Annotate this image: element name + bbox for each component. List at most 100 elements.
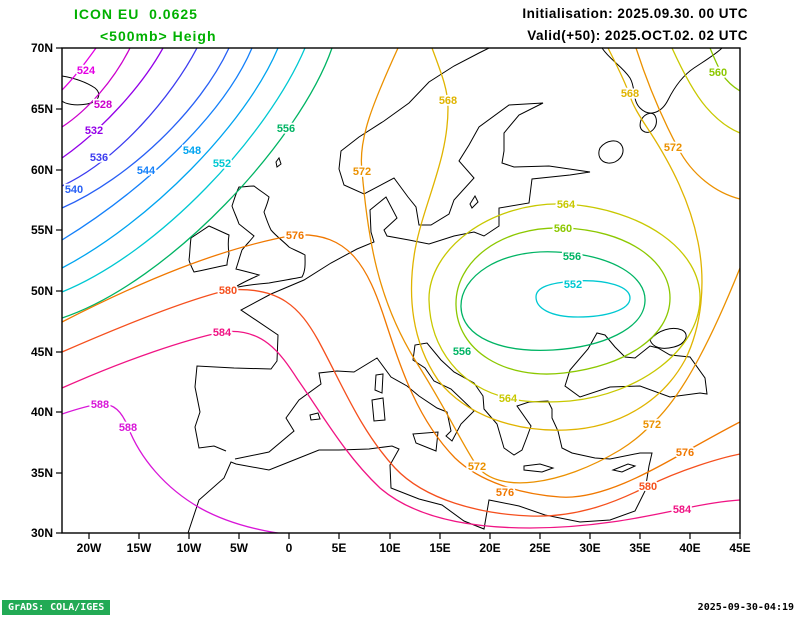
coastline-path [188, 225, 230, 273]
coastline-path [194, 48, 591, 452]
contours-layer [62, 48, 740, 533]
contour-label-588: 588 [91, 399, 109, 411]
contour-label-568: 568 [621, 88, 639, 100]
contour-label-524: 524 [77, 65, 96, 77]
contour-548 [62, 48, 279, 269]
coastline-path [564, 332, 708, 398]
lat-tick-label: 65N [31, 102, 53, 116]
contour-564 [671, 48, 740, 134]
lat-tick-label: 60N [31, 163, 53, 177]
contour-524 [62, 48, 97, 91]
contour-556 [460, 251, 646, 352]
contour-label-576: 576 [286, 230, 304, 242]
lat-tick-label: 55N [31, 223, 53, 237]
coastline-path [598, 140, 624, 164]
contour-580 [62, 288, 740, 517]
contour-label-580: 580 [219, 285, 237, 297]
contour-568 [410, 48, 703, 431]
lat-tick-label: 50N [31, 284, 53, 298]
coastline-path [601, 48, 723, 114]
lon-tick-label: 15E [429, 541, 450, 555]
coastline-path [309, 412, 321, 421]
field-title: <500mb> Heigh [100, 28, 217, 44]
coastline-path [649, 327, 687, 349]
lon-tick-label: 35E [629, 541, 650, 555]
contour-560 [455, 227, 671, 375]
coastline-path [231, 185, 306, 289]
valid-time-label: Valid(+50): 2025.OCT.02. 02 UTC [527, 28, 748, 43]
contour-532 [62, 48, 164, 159]
contour-labels-layer: 524 528 532 536 540 544 548 552 552 556 556 556 560 5… [63, 63, 729, 518]
lon-tick-label: 20E [479, 541, 500, 555]
contour-528 [62, 48, 131, 128]
contour-544 [62, 48, 253, 241]
coastline-path [469, 194, 479, 209]
contour-label-552: 552 [213, 158, 231, 170]
contour-label-568: 568 [439, 95, 457, 107]
contour-552 [535, 280, 631, 318]
init-time-label: Initialisation: 2025.09.30. 00 UTC [522, 6, 748, 21]
contour-572 [360, 48, 740, 484]
coastline-path [62, 75, 100, 106]
coastline-path [412, 431, 439, 452]
contour-label-528: 528 [94, 99, 112, 111]
contour-584 [62, 330, 740, 529]
contour-536 [62, 48, 198, 187]
axes-layer: 70N 65N 60N 55N 50N 45N 40N 35N 30N 20W 15W 10W 5W 0 5… [31, 41, 751, 555]
lon-tick-label: 20W [77, 541, 102, 555]
lon-tick-label: 15W [127, 541, 152, 555]
contour-label-532: 532 [85, 125, 103, 137]
creation-timestamp: 2025-09-30-04:19 [697, 602, 794, 613]
contour-label-572: 572 [664, 142, 682, 154]
lat-tick-label: 40N [31, 405, 53, 419]
contour-label-552: 552 [564, 279, 582, 291]
contour-label-580: 580 [639, 481, 657, 493]
coastline-path [374, 373, 384, 394]
map-frame [61, 47, 741, 534]
contour-label-576: 576 [496, 487, 514, 499]
contour-label-560: 560 [709, 67, 727, 79]
coastline-path [611, 463, 637, 473]
contour-540 [62, 48, 230, 209]
lon-tick-label: 45E [729, 541, 750, 555]
contour-556 [62, 48, 333, 319]
coastline-path [639, 112, 657, 133]
lat-tick-label: 70N [31, 41, 53, 55]
coastlines-layer [62, 48, 723, 533]
model-title: ICON EU 0.0625 [74, 6, 198, 22]
coastline-path [187, 342, 653, 533]
contour-588 [62, 403, 283, 533]
contour-label-584: 584 [213, 327, 232, 339]
contour-576 [62, 234, 740, 498]
coastline-path [275, 156, 282, 168]
lat-tick-label: 45N [31, 345, 53, 359]
contour-label-572: 572 [643, 419, 661, 431]
lon-tick-label: 0 [286, 541, 293, 555]
contour-label-544: 544 [137, 165, 156, 177]
lon-tick-label: 30E [579, 541, 600, 555]
contour-564 [428, 203, 701, 403]
contour-label-556: 556 [563, 251, 581, 263]
contour-label-564: 564 [557, 199, 576, 211]
contour-552 [62, 48, 306, 293]
lat-tick-label: 35N [31, 466, 53, 480]
lon-tick-label: 10W [177, 541, 202, 555]
contour-label-560: 560 [554, 223, 572, 235]
contour-label-576: 576 [676, 447, 694, 459]
coastline-path [371, 397, 386, 422]
contour-label-564: 564 [499, 393, 518, 405]
lon-tick-label: 5E [332, 541, 347, 555]
contour-label-548: 548 [183, 145, 201, 157]
contour-label-536: 536 [90, 152, 108, 164]
grads-stamp: GrADS: COLA/IGES [2, 600, 111, 615]
contour-label-572: 572 [353, 166, 371, 178]
contour-560 [709, 48, 740, 92]
lon-tick-label: 10E [379, 541, 400, 555]
coastline-path [523, 463, 555, 473]
contour-label-540: 540 [65, 184, 83, 196]
lon-tick-label: 5W [230, 541, 249, 555]
contour-label-584: 584 [673, 504, 692, 516]
lon-tick-label: 40E [679, 541, 700, 555]
